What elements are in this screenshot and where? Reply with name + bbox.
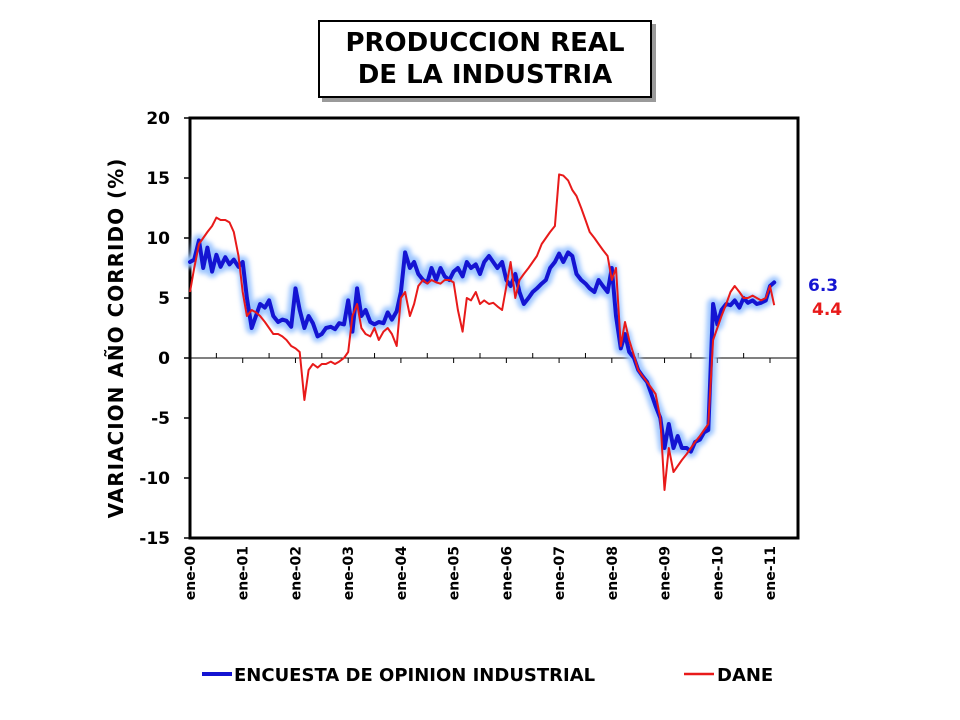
- x-axis-ticks: ene-00 ene-01 ene-02 ene-03 ene-04 ene-05 ene-…: [183, 546, 779, 601]
- x-tick-label: ene-08: [605, 546, 621, 600]
- y-tick-label: 5: [158, 289, 170, 309]
- x-tick-label: ene-02: [288, 546, 304, 600]
- chart-title-line-1: PRODUCCION REAL: [345, 28, 625, 58]
- x-tick-label: ene-07: [552, 546, 568, 600]
- legend-label-dane: DANE: [717, 665, 773, 686]
- plot-frame: [188, 116, 800, 540]
- end-label-encuesta: 6.3: [808, 276, 838, 296]
- series-encuesta-line: [188, 238, 777, 454]
- x-tick-label: ene-03: [341, 546, 357, 600]
- y-axis-label: VARIACION AÑO CORRIDO (%): [104, 158, 128, 519]
- plot-area: [184, 116, 800, 540]
- chart-title-line-2: DE LA INDUSTRIA: [357, 60, 613, 90]
- y-tick-label: 15: [146, 169, 170, 189]
- x-tick-label: ene-05: [447, 546, 463, 600]
- y-tick-label: 10: [146, 229, 170, 249]
- y-tick-label: -15: [139, 529, 170, 549]
- legend-label-encuesta: ENCUESTA DE OPINION INDUSTRIAL: [234, 665, 595, 686]
- y-tick-label: -10: [139, 469, 170, 489]
- y-tick-label: 0: [158, 349, 170, 369]
- x-tick-label: ene-00: [183, 546, 199, 601]
- x-tick-label: ene-11: [763, 546, 779, 600]
- x-tick-label: ene-06: [499, 546, 515, 600]
- x-tick-label: ene-01: [236, 546, 252, 600]
- x-tick-label: ene-04: [394, 546, 410, 601]
- end-label-dane: 4.4: [812, 300, 842, 320]
- y-tick-label: -5: [151, 409, 170, 429]
- legend: ENCUESTA DE OPINION INDUSTRIAL DANE: [202, 665, 773, 686]
- series-dane-line: [189, 173, 776, 491]
- y-axis-ticks: 20 15 10 5 0 -5 -10 -15: [139, 109, 190, 549]
- x-tick-label: ene-09: [658, 546, 674, 600]
- chart-title-box: PRODUCCION REAL DE LA INDUSTRIA: [318, 20, 652, 98]
- y-tick-label: 20: [146, 109, 170, 129]
- x-tick-label: ene-10: [710, 546, 726, 601]
